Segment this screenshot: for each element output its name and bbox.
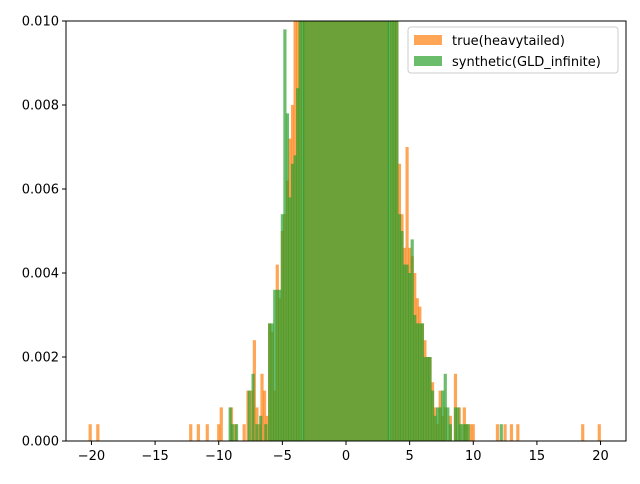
histogram-bar [259,415,263,441]
histogram-bar [436,407,440,441]
histogram-bar [438,407,442,441]
histogram-bar [255,424,259,441]
x-tick-label: −10 [205,449,232,464]
histogram-bar [581,424,585,441]
x-tick-label: −15 [141,449,168,464]
x-tick-label: 15 [529,449,546,464]
legend-box [407,26,619,74]
histogram-bar [418,323,422,441]
histogram-bar [196,424,200,441]
histogram-bar [231,424,235,441]
histogram-bar [503,424,507,441]
histogram-bar [290,163,295,441]
histogram-bar [433,415,437,441]
histogram-bar [285,113,290,441]
y-tick-label: 0.000 [22,435,59,450]
histogram-bar [516,424,520,441]
histogram-bar [446,407,450,441]
histogram-bar [400,231,404,441]
histogram-bar [456,407,460,441]
y-tick-label: 0.008 [22,99,59,114]
histogram-bar [425,357,430,441]
histogram-bar [597,424,601,441]
histogram-bar [217,424,221,441]
histogram-bar [390,21,394,441]
histogram-bar [471,424,475,441]
legend: true(heavytailed) synthetic(GLD_infinite) [407,26,619,74]
legend-swatch [414,56,442,66]
y-tick-label: 0.002 [22,351,59,366]
histogram-bar [228,407,232,441]
histogram-bar [453,407,458,441]
histogram-bar [293,155,297,441]
y-tick-label: 0.006 [22,183,59,198]
histogram-bar [288,197,292,441]
histogram-bar [448,424,452,441]
histogram-bar [262,390,267,441]
histogram-bar [205,424,209,441]
legend-entry: true(heavytailed) [452,34,565,49]
x-tick-label: 5 [405,449,413,464]
histogram-bar [189,424,193,441]
histogram-bar [264,424,268,441]
histogram-bar [430,390,435,441]
histogram-bar [423,357,427,441]
histogram-bar [420,323,424,441]
histogram-bar [469,424,473,441]
histogram-bar [301,21,305,441]
histogram-bar [247,390,251,441]
histogram-bar [219,407,223,441]
histogram-bar [392,21,396,441]
histogram-bar [415,323,419,441]
histogram-bar [395,21,399,441]
x-tick-label: 20 [592,449,609,464]
histogram-bar [298,21,302,441]
histogram-bar [270,323,274,441]
histogram-bar [509,424,514,441]
histogram-bar [408,273,412,441]
histogram-bar [402,264,407,441]
histogram-bar [405,264,409,441]
histogram-bar-core [302,21,390,441]
histogram-bar [413,315,417,441]
bars-layer [88,21,601,441]
x-tick-label: −5 [273,449,292,464]
histogram-bar [428,357,432,441]
histogram-bar [499,424,503,441]
histogram-bar [273,289,277,441]
histogram-bar [495,424,500,441]
histogram-bar [96,424,100,441]
x-tick-label: 10 [465,449,482,464]
x-tick-label: 0 [342,449,350,464]
histogram-bar [410,239,414,441]
histogram-bar [397,214,402,441]
x-tick-label: −20 [78,449,105,464]
histogram-bar [268,323,272,441]
y-tick-label: 0.004 [22,267,59,282]
legend-swatch [414,35,442,45]
histogram-bar [461,424,465,441]
histogram-bar [251,373,255,441]
histogram-bar [387,21,391,441]
histogram-bar [441,390,445,441]
histogram-bar [296,88,300,441]
histogram-bar [234,424,239,441]
histogram-bar [283,29,287,441]
histogram-bar [260,373,264,441]
histogram-bar [275,289,279,441]
histogram-bar [88,424,92,441]
histogram-bar [458,424,463,441]
y-tick-label: 0.010 [22,15,59,30]
histogram-bar [278,289,282,441]
axes-layer: −20 −15 −10 −5 0 5 10 15 20 0.000 0.002 0.004 0.006 0… [22,15,627,464]
histogram-bar [242,424,246,441]
histogram-bar [280,214,284,441]
histogram-bar [443,373,447,441]
series-synthetic [228,21,503,441]
histogram-bar [464,424,468,441]
histogram-bar [466,424,470,441]
legend-entry: synthetic(GLD_infinite) [452,55,601,70]
